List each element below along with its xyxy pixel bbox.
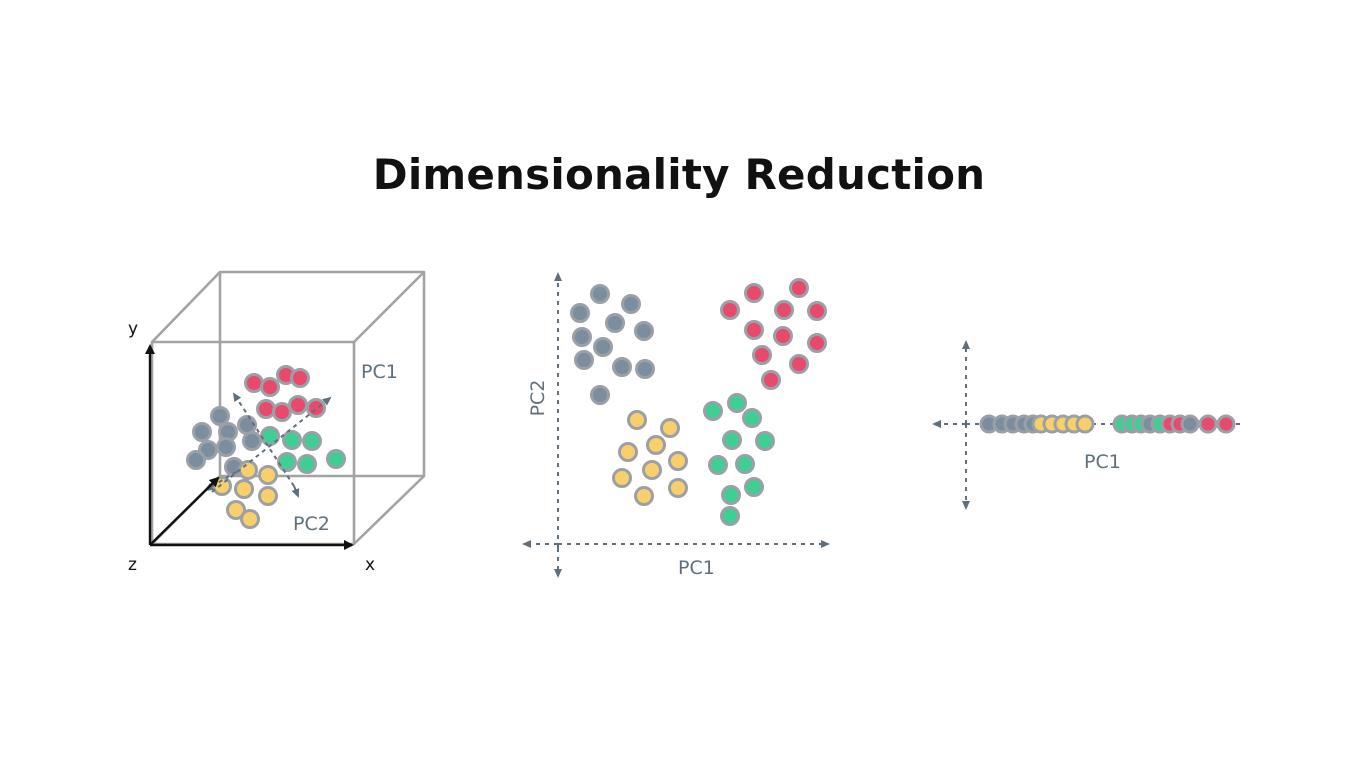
cube-yellow-point [234, 479, 254, 499]
scatter-blue-point [634, 321, 654, 341]
scatter-green-point [727, 393, 747, 413]
scatter-blue-point [574, 350, 594, 370]
scatter-red-point [744, 283, 764, 303]
scatter-yellow-point [618, 442, 638, 462]
scatter-green-point [744, 477, 764, 497]
x-axis-label: x [365, 555, 375, 575]
cube-xyz-axes [145, 344, 354, 550]
line-points [979, 414, 1236, 434]
cube-yellow-point [258, 486, 278, 506]
scatter-blue-point [572, 327, 592, 347]
cube-pc2-axis [232, 392, 295, 487]
scatter-red-point [774, 300, 794, 320]
y-axis-label: y [128, 319, 138, 339]
cube-blue-point [192, 422, 212, 442]
scatter-red-point [752, 345, 772, 365]
scatter-blue-point [621, 294, 641, 314]
cube-blue-point [186, 450, 206, 470]
panel-2d-scatter: PC1 PC2 [522, 272, 830, 579]
cube-blue-point [216, 437, 236, 457]
scatter-red-point [789, 354, 809, 374]
scatter-yellow-point [660, 418, 680, 438]
cube-red-point [306, 398, 326, 418]
cube-green-point [277, 452, 297, 472]
scatter-red-point [807, 333, 827, 353]
cube-pc1-label: PC1 [361, 361, 398, 383]
cube-red-point [244, 373, 264, 393]
scatter-yellow-point [634, 486, 654, 506]
cube-blue-point [237, 415, 257, 435]
panel-1d-projection: PC1 [932, 340, 1240, 510]
scatter-points [570, 278, 827, 526]
line-yellow-point [1075, 414, 1095, 434]
scatter-red-point [761, 370, 781, 390]
scatter-blue-point [612, 357, 632, 377]
cube-green-point [282, 430, 302, 450]
cube-yellow-point [240, 509, 260, 529]
scatter-green-point [721, 485, 741, 505]
scatter-pc1-label: PC1 [678, 557, 715, 579]
scatter-yellow-point [642, 460, 662, 480]
cube-blue-point [210, 406, 230, 426]
scatter-red-point [789, 278, 809, 298]
cube-green-point [326, 449, 346, 469]
scatter-blue-point [590, 284, 610, 304]
scatter-green-point [703, 401, 723, 421]
scatter-green-point [755, 431, 775, 451]
scatter-green-point [722, 430, 742, 450]
cube-red-point [288, 395, 308, 415]
cube-yellow-point [238, 460, 258, 480]
scatter-yellow-point [646, 435, 666, 455]
scatter-red-point [720, 300, 740, 320]
scatter-green-point [742, 408, 762, 428]
cube-red-point [256, 399, 276, 419]
scatter-yellow-point [668, 478, 688, 498]
cube-red-point [260, 377, 280, 397]
scatter-red-point [744, 320, 764, 340]
scatter-pc2-label: PC2 [527, 380, 549, 417]
scatter-axes [522, 272, 830, 578]
cube-blue-point [242, 431, 262, 451]
line-pc1-label: PC1 [1084, 451, 1121, 473]
scatter-red-point [773, 326, 793, 346]
scatter-yellow-point [668, 451, 688, 471]
scatter-yellow-point [627, 410, 647, 430]
cube-points [186, 365, 346, 529]
line-blue-point [1180, 414, 1200, 434]
cube-pc1-axis [211, 396, 332, 493]
line-red-point [1198, 414, 1218, 434]
cube-yellow-point [226, 500, 246, 520]
panel-3d-cube: y x z PC1 PC2 [128, 270, 426, 575]
cube-pc2-label: PC2 [293, 513, 330, 535]
scatter-yellow-point [612, 468, 632, 488]
scatter-red-point [807, 301, 827, 321]
cube-red-point [272, 402, 292, 422]
scatter-blue-point [635, 359, 655, 379]
z-axis-arrow [149, 476, 220, 546]
scatter-blue-point [593, 337, 613, 357]
cube-yellow-point [258, 465, 278, 485]
scatter-blue-point [570, 303, 590, 323]
scatter-green-point [708, 455, 728, 475]
page-title: Dimensionality Reduction [372, 150, 986, 199]
scatter-blue-point [590, 385, 610, 405]
z-axis-label: z [128, 555, 137, 575]
scatter-blue-point [605, 313, 625, 333]
cube-pc-axes [204, 392, 332, 498]
cube-green-point [297, 454, 317, 474]
cube-red-point [290, 368, 310, 388]
cube-green-point [302, 431, 322, 451]
scatter-green-point [735, 454, 755, 474]
line-red-point [1216, 414, 1236, 434]
scatter-green-point [720, 506, 740, 526]
